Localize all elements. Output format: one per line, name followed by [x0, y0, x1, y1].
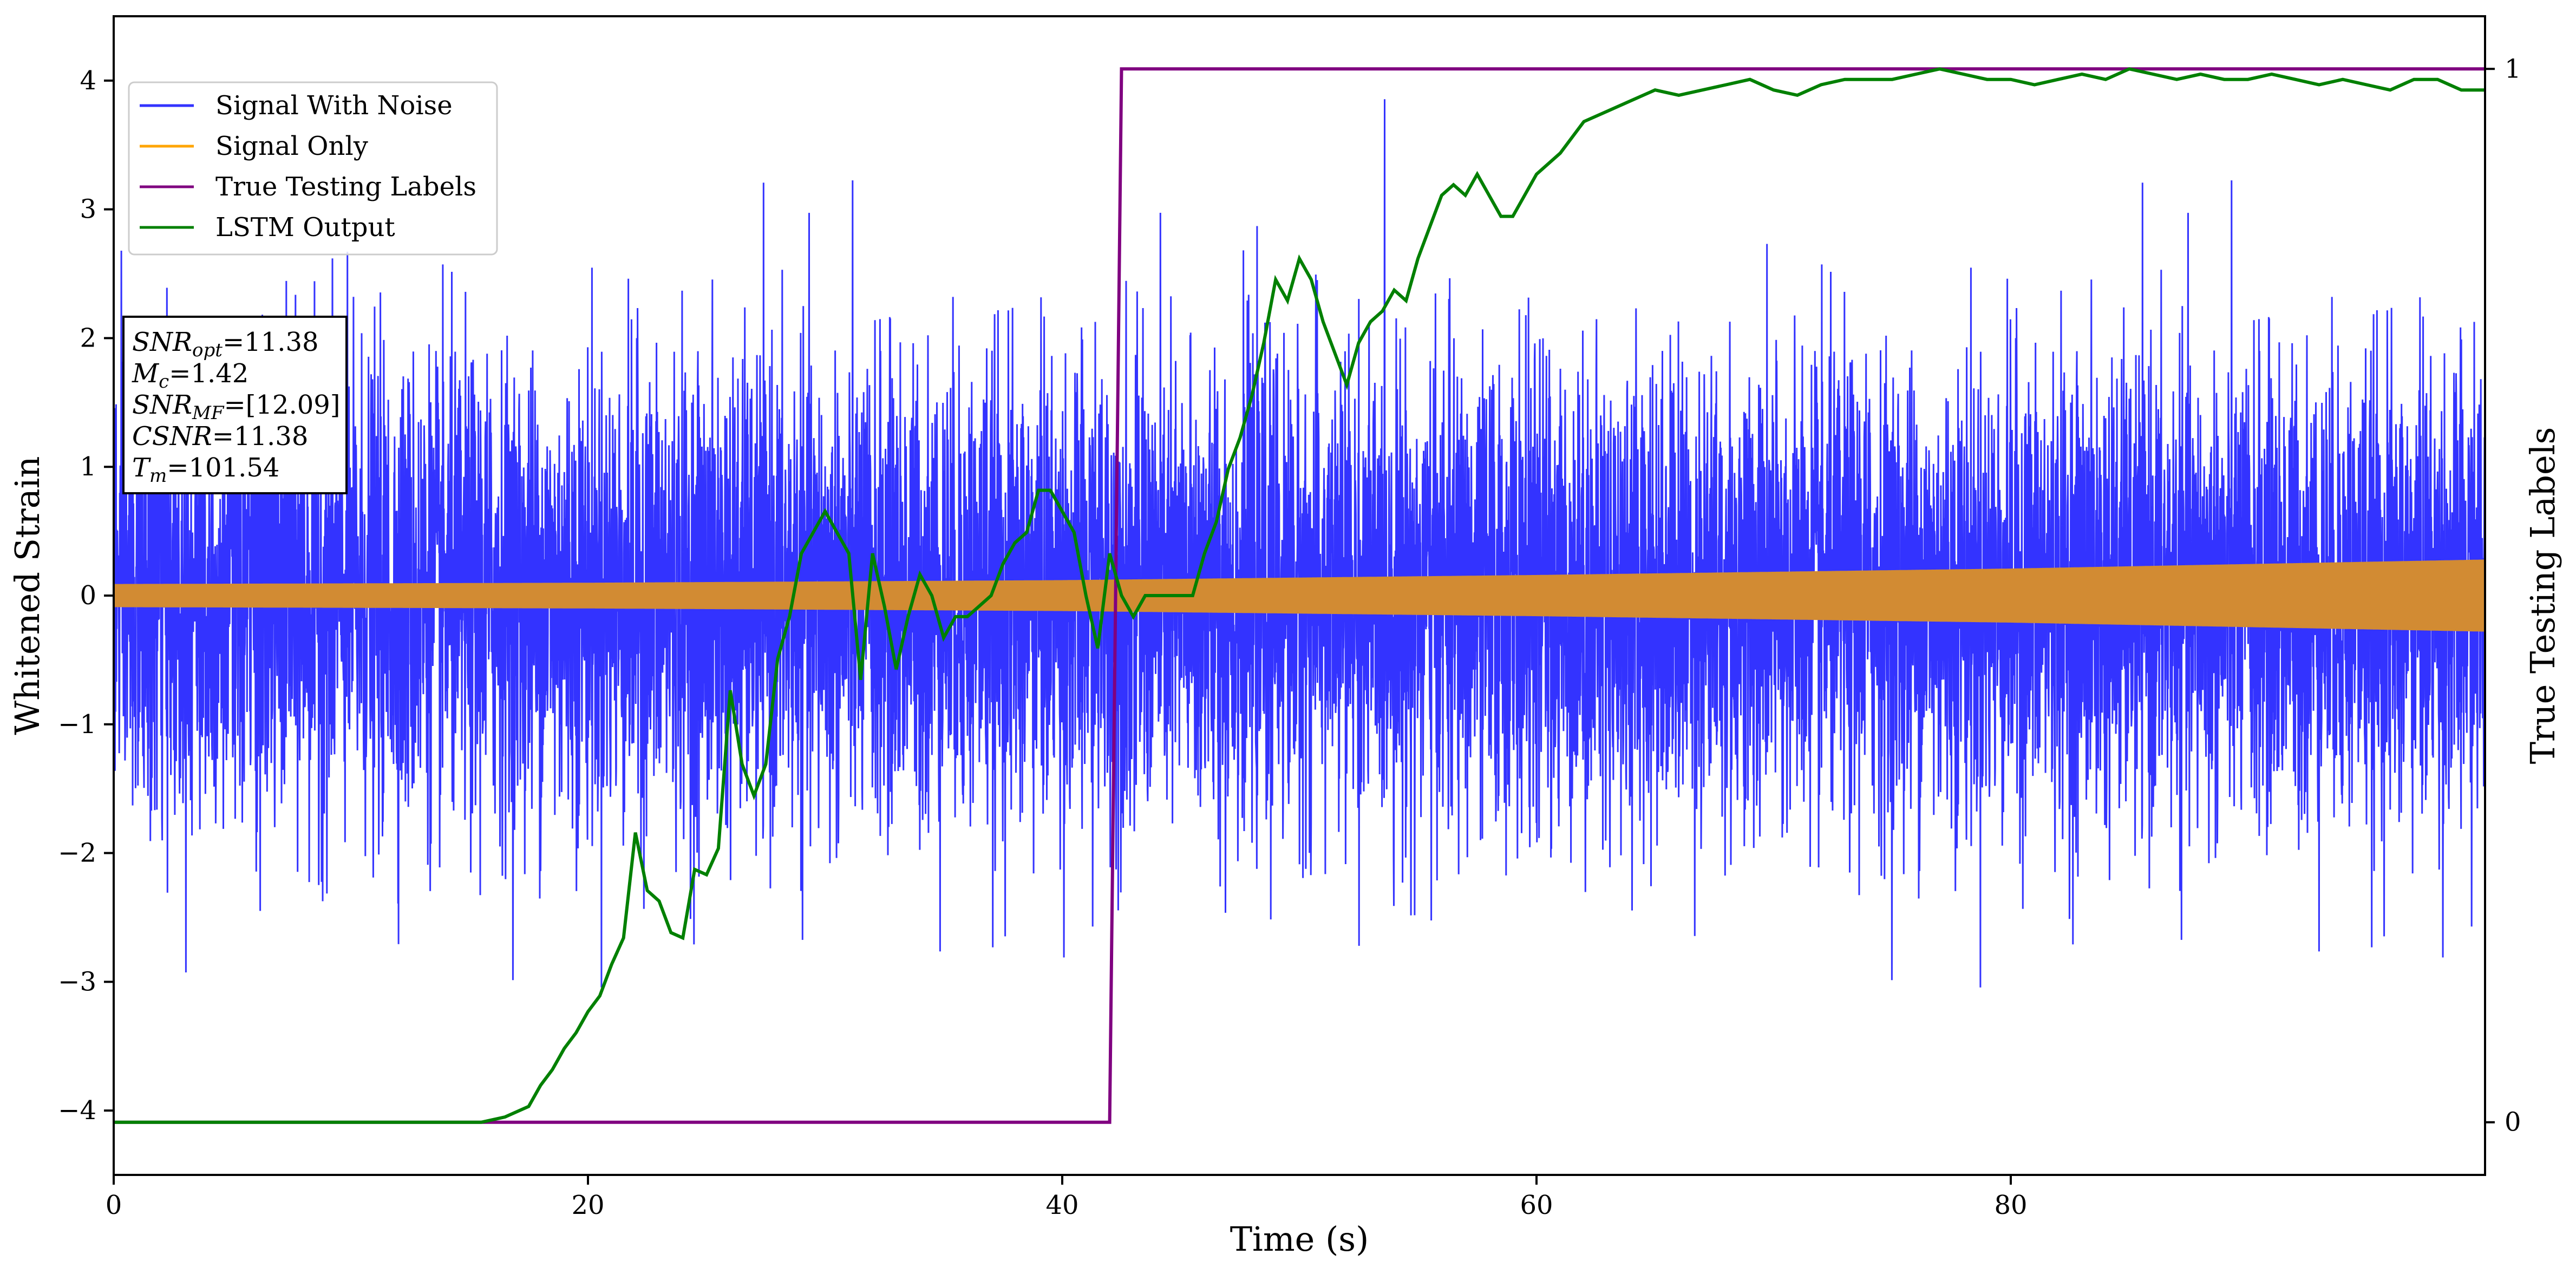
- legend-label-true-testing-labels: True Testing Labels: [215, 172, 476, 202]
- y-axis-right-title: True Testing Labels: [2523, 427, 2562, 765]
- y-left-tick-label: −1: [58, 709, 96, 740]
- y-axis-right-ticks: 01: [2485, 54, 2521, 1138]
- y-left-tick-label: 1: [80, 452, 96, 482]
- info-annotation-box: SNRopt=11.38 Mc=1.42 SNRMF=[12.09] CSNR=…: [122, 316, 348, 494]
- info-box-frame: [122, 316, 348, 494]
- legend-label-signal-with-noise: Signal With Noise: [215, 90, 453, 121]
- legend-label-signal-only: Signal Only: [215, 131, 368, 161]
- legend-label-lstm-output: LSTM Output: [215, 212, 395, 243]
- info-line-mc: Mc=1.42: [132, 358, 249, 393]
- y-axis-left-title: Whitened Strain: [8, 456, 47, 735]
- info-line-snr-opt: SNRopt=11.38: [132, 327, 319, 361]
- y-left-tick-label: 2: [80, 323, 96, 353]
- series-signal-only: [114, 559, 2485, 632]
- series-signal-with-noise: [114, 99, 2485, 988]
- x-axis-ticks: 0 20 40 60 80: [106, 1175, 2028, 1220]
- y-axis-left-ticks: −4 −3 −2 −1 0 1 2 3 4: [58, 66, 114, 1126]
- x-axis-title: Time (s): [1230, 1219, 1369, 1259]
- y-right-tick-label: 1: [2505, 54, 2521, 84]
- plot-area: [114, 67, 2485, 1124]
- legend-box: [128, 81, 498, 256]
- y-left-tick-label: 0: [80, 580, 96, 611]
- y-left-tick-label: −2: [58, 838, 96, 868]
- x-tick-label: 0: [106, 1190, 122, 1220]
- info-line-snr-mf: SNRMF=[12.09]: [132, 390, 341, 424]
- x-tick-label: 20: [571, 1190, 604, 1220]
- y-left-tick-label: 4: [80, 66, 96, 96]
- y-right-tick-label: 0: [2505, 1107, 2521, 1138]
- x-tick-label: 80: [1994, 1190, 2027, 1220]
- legend: Signal With Noise Signal Only True Testi…: [128, 81, 498, 256]
- x-tick-label: 40: [1045, 1190, 1078, 1220]
- series-lstm-output: [114, 67, 2485, 1124]
- y-left-tick-label: −3: [58, 966, 96, 997]
- series-true-testing-labels: [114, 67, 2485, 1124]
- info-line-csnr: CSNR=11.38: [132, 421, 308, 452]
- y-left-tick-label: −4: [58, 1095, 96, 1126]
- x-tick-label: 60: [1520, 1190, 1553, 1220]
- y-left-tick-label: 3: [80, 194, 96, 225]
- info-line-tm: Tm=101.54: [132, 453, 279, 487]
